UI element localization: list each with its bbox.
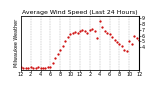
Y-axis label: Milwaukee Weather: Milwaukee Weather — [14, 19, 19, 67]
Title: Average Wind Speed (Last 24 Hours): Average Wind Speed (Last 24 Hours) — [22, 10, 138, 15]
